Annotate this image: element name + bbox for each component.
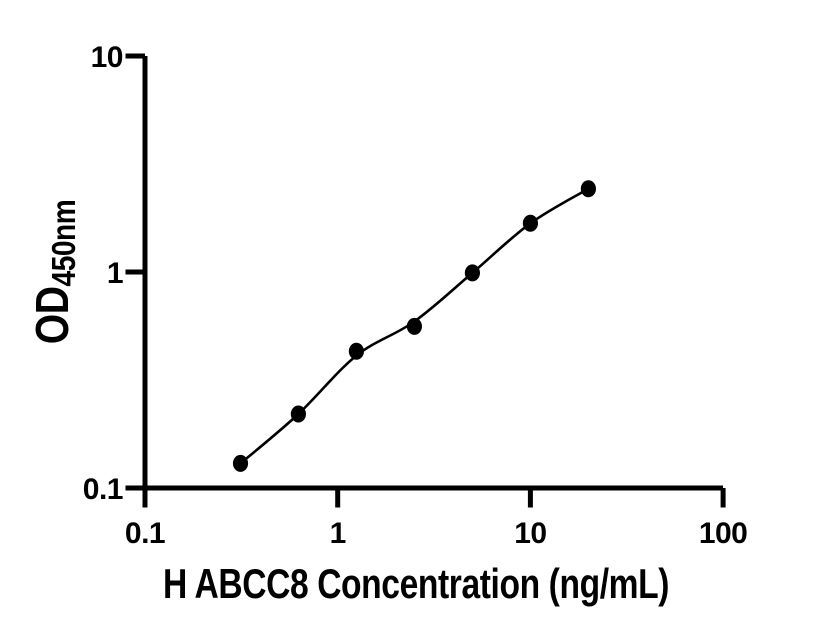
x-tick-label-10: 10 <box>514 517 546 550</box>
y-axis-title: OD450nm <box>25 187 83 357</box>
x-axis-title-text: H ABCC8 Concentration (ng/mL) <box>162 560 670 607</box>
x-tick-label-1: 1 <box>330 517 346 550</box>
x-tick-label-0.1: 0.1 <box>125 517 165 550</box>
data-point-2.5 <box>406 317 422 335</box>
data-point-5 <box>464 264 480 282</box>
axes-frame <box>142 56 723 491</box>
data-point-0.313 <box>232 454 249 472</box>
y-tick-label-1: 1 <box>107 257 123 290</box>
y-axis-title-text: OD450nm <box>25 200 83 345</box>
data-point-10 <box>522 214 539 232</box>
y-axis-title-main: OD <box>26 286 78 345</box>
data-point-1.25 <box>348 342 364 360</box>
data-point-20 <box>580 180 597 198</box>
y-axis-title-subscript: 450nm <box>45 199 82 287</box>
x-axis-title: H ABCC8 Concentration (ng/mL) <box>100 560 733 608</box>
y-tick-label-10: 10 <box>91 41 123 74</box>
data-point-0.625 <box>290 405 306 423</box>
y-tick-label-0.1: 0.1 <box>83 473 123 506</box>
x-tick-label-100: 100 <box>699 517 748 550</box>
